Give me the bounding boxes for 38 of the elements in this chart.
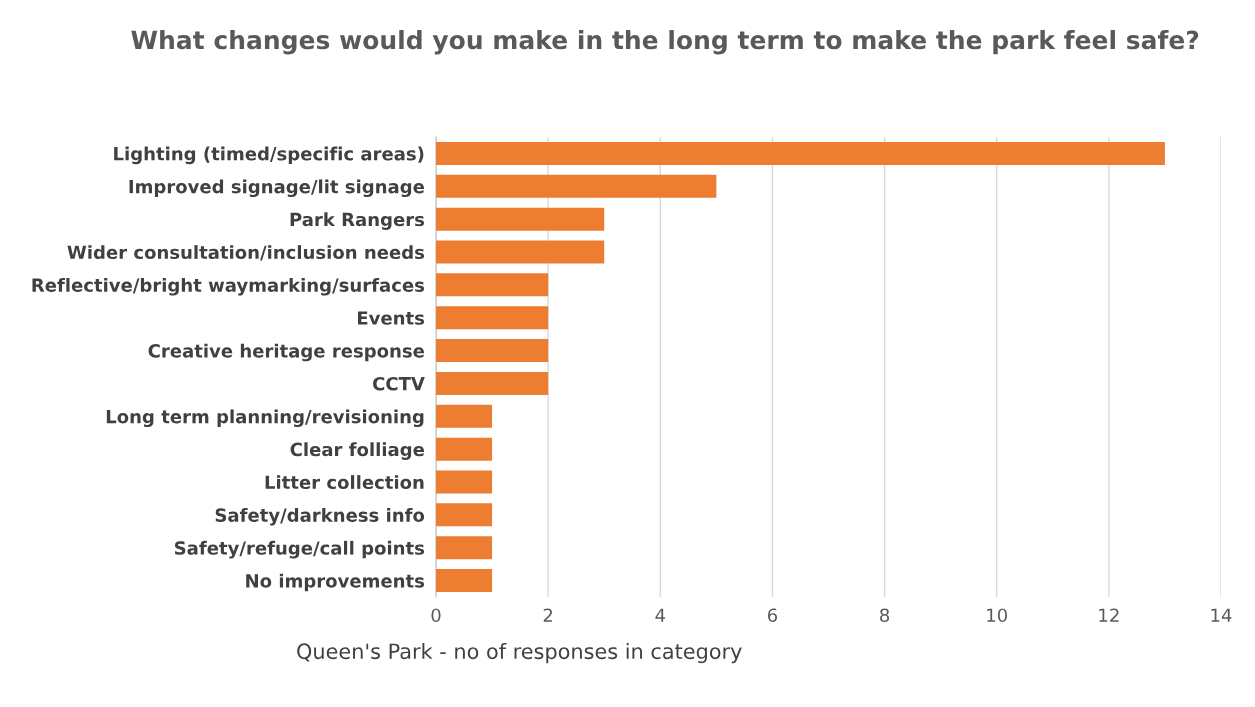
bar bbox=[436, 503, 493, 527]
x-axis-title: Queen's Park - no of responses in category bbox=[297, 643, 742, 664]
y-tick-label: Litter collection bbox=[265, 475, 424, 490]
y-tick-label: Park Rangers bbox=[290, 212, 425, 230]
x-tick-label: 0 bbox=[431, 608, 441, 623]
x-tick-label: 12 bbox=[1099, 608, 1119, 622]
y-tick-label: Safety/darkness info bbox=[215, 508, 425, 526]
y-tick-label: Reflective/bright waymarking/surfaces bbox=[32, 278, 425, 296]
x-tick-label: 2 bbox=[543, 608, 553, 622]
x-tick-label: 10 bbox=[987, 608, 1007, 623]
y-tick-label: Safety/refuge/call points bbox=[174, 540, 425, 559]
x-tick-label: 14 bbox=[1211, 608, 1232, 622]
y-tick-label: Long term planning/revisioning bbox=[106, 409, 424, 428]
y-tick-label: Creative heritage response bbox=[148, 343, 425, 362]
x-tick-label: 8 bbox=[880, 608, 890, 623]
y-tick-label: No improvements bbox=[246, 573, 425, 592]
bar bbox=[436, 404, 493, 428]
y-tick-label: Wider consultation/inclusion needs bbox=[67, 245, 425, 261]
bar bbox=[436, 339, 549, 363]
bar bbox=[436, 569, 493, 593]
bar bbox=[436, 240, 605, 264]
y-tick-label: Clear folliage bbox=[290, 442, 425, 460]
bar bbox=[436, 141, 1165, 165]
x-tick-label: 4 bbox=[655, 608, 666, 622]
x-tick-label: 6 bbox=[767, 608, 778, 623]
y-tick-label: Lighting (timed/specific areas) bbox=[114, 146, 424, 165]
bar bbox=[436, 306, 549, 330]
y-tick-label: CCTV bbox=[373, 376, 425, 391]
bar bbox=[436, 174, 717, 198]
chart-title: What changes would you make in the long term to make the park feel safe? bbox=[131, 30, 1199, 55]
bar bbox=[436, 207, 605, 231]
y-tick-label: Events bbox=[357, 311, 425, 325]
bar bbox=[436, 371, 549, 395]
bar bbox=[436, 437, 493, 461]
y-tick-label: Improved signage/lit signage bbox=[129, 179, 425, 198]
bar bbox=[436, 273, 549, 297]
bar bbox=[436, 536, 493, 560]
bar bbox=[436, 470, 493, 494]
